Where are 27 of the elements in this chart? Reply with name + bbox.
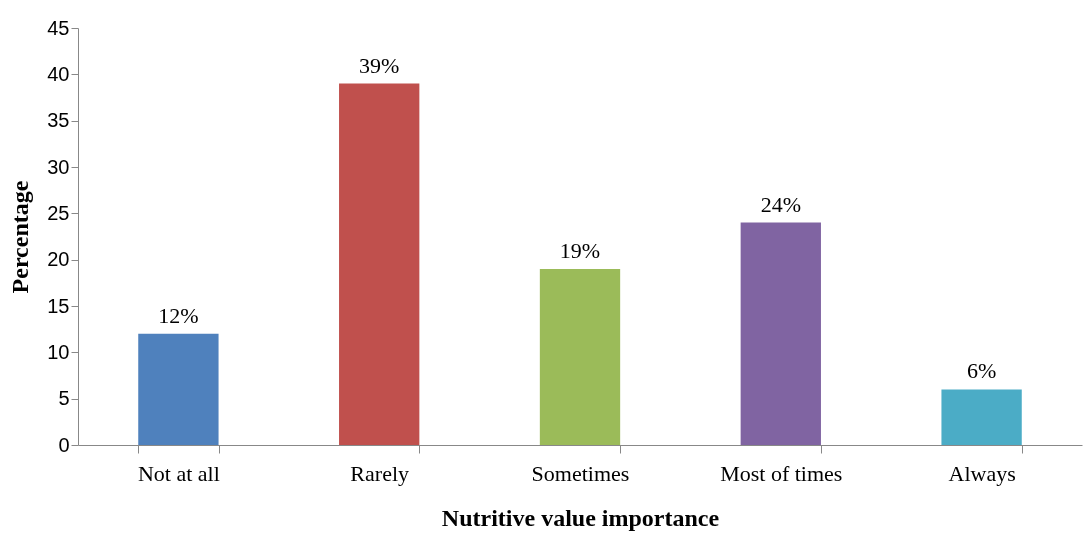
y-tick-label: 0 <box>58 433 70 456</box>
x-tick-label: Rarely <box>350 460 410 486</box>
y-axis-title: Percentage <box>7 180 34 294</box>
bar <box>941 389 1022 445</box>
x-axis-title: Nutritive value importance <box>441 504 720 531</box>
y-tick-label: 40 <box>47 62 70 85</box>
x-tick-label: Sometimes <box>531 460 630 486</box>
y-tick-label: 45 <box>47 16 70 39</box>
y-tick-label: 30 <box>47 155 70 178</box>
data-label: 24% <box>760 191 801 217</box>
y-tick-label: 25 <box>47 201 70 224</box>
data-label: 6% <box>966 358 997 384</box>
bar <box>740 222 821 445</box>
bar <box>138 333 219 445</box>
y-tick-label: 5 <box>58 387 70 410</box>
data-label: 39% <box>359 52 400 78</box>
y-tick-label: 10 <box>47 340 70 363</box>
data-label: 12% <box>158 302 199 328</box>
x-tick-label: Most of times <box>720 460 843 486</box>
data-label: 19% <box>559 237 601 263</box>
bar <box>339 83 420 445</box>
x-tick-label: Not at all <box>137 460 220 486</box>
x-tick-label: Always <box>948 460 1016 486</box>
y-tick-label: 20 <box>47 248 70 271</box>
bar <box>539 268 621 445</box>
y-tick-label: 35 <box>47 109 70 132</box>
y-tick-label: 15 <box>47 294 70 317</box>
